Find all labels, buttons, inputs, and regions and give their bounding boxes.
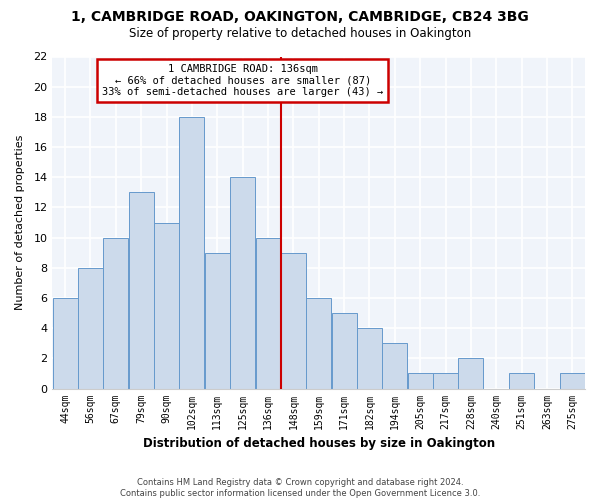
Bar: [458, 358, 484, 388]
Bar: [306, 298, 331, 388]
Bar: [256, 238, 280, 388]
Bar: [53, 298, 77, 388]
Bar: [408, 374, 433, 388]
Bar: [433, 374, 458, 388]
Text: Size of property relative to detached houses in Oakington: Size of property relative to detached ho…: [129, 28, 471, 40]
Bar: [560, 374, 585, 388]
Bar: [332, 313, 356, 388]
Bar: [205, 252, 230, 388]
Bar: [129, 192, 154, 388]
Bar: [357, 328, 382, 388]
Bar: [103, 238, 128, 388]
Bar: [382, 344, 407, 388]
Bar: [509, 374, 534, 388]
Bar: [179, 117, 205, 388]
Bar: [230, 177, 255, 388]
Bar: [281, 252, 306, 388]
Bar: [78, 268, 103, 388]
Bar: [154, 222, 179, 388]
Y-axis label: Number of detached properties: Number of detached properties: [15, 135, 25, 310]
X-axis label: Distribution of detached houses by size in Oakington: Distribution of detached houses by size …: [143, 437, 495, 450]
Text: Contains HM Land Registry data © Crown copyright and database right 2024.
Contai: Contains HM Land Registry data © Crown c…: [120, 478, 480, 498]
Text: 1 CAMBRIDGE ROAD: 136sqm
← 66% of detached houses are smaller (87)
33% of semi-d: 1 CAMBRIDGE ROAD: 136sqm ← 66% of detach…: [102, 64, 383, 97]
Text: 1, CAMBRIDGE ROAD, OAKINGTON, CAMBRIDGE, CB24 3BG: 1, CAMBRIDGE ROAD, OAKINGTON, CAMBRIDGE,…: [71, 10, 529, 24]
